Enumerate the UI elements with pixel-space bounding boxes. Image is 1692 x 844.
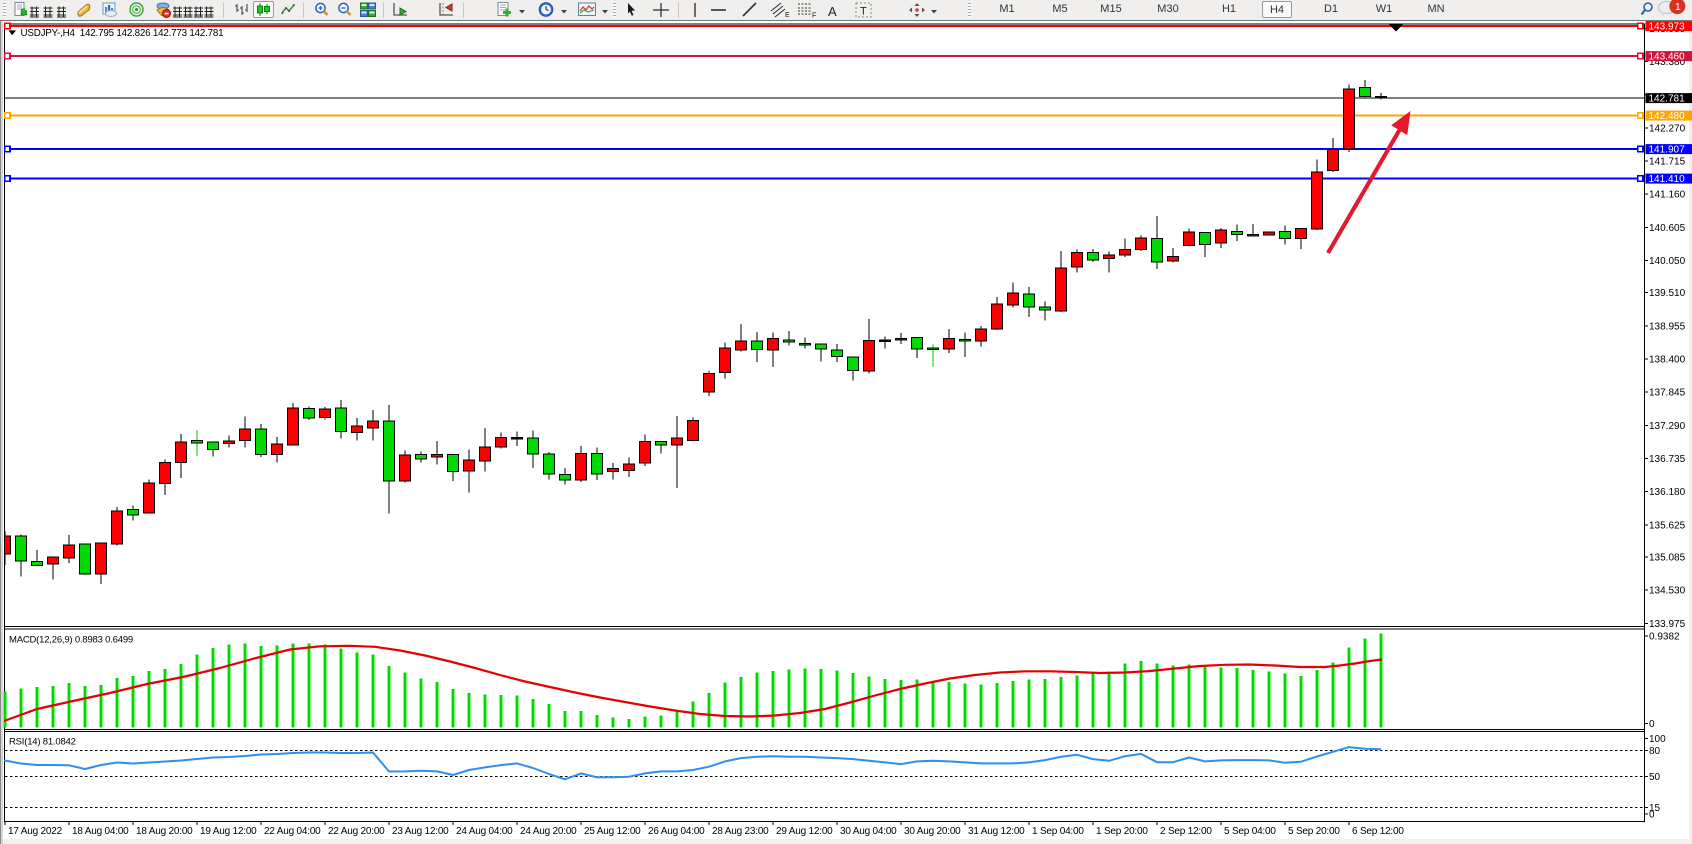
svg-text:25 Aug 12:00: 25 Aug 12:00 bbox=[584, 826, 641, 837]
svg-text:28 Aug 23:00: 28 Aug 23:00 bbox=[712, 826, 769, 837]
svg-text:24 Aug 20:00: 24 Aug 20:00 bbox=[520, 826, 577, 837]
svg-text:143.460: 143.460 bbox=[1649, 52, 1686, 63]
svg-text:17 Aug 2022: 17 Aug 2022 bbox=[8, 826, 63, 837]
svg-text:80: 80 bbox=[1649, 746, 1661, 757]
svg-text:143.380: 143.380 bbox=[1649, 57, 1686, 68]
svg-text:141.160: 141.160 bbox=[1649, 190, 1686, 201]
svg-text:136.735: 136.735 bbox=[1649, 454, 1686, 465]
svg-text:142.480: 142.480 bbox=[1649, 111, 1686, 122]
svg-text:19 Aug 12:00: 19 Aug 12:00 bbox=[200, 826, 257, 837]
svg-text:133.975: 133.975 bbox=[1649, 619, 1686, 630]
svg-text:USDJPY-,H4 142.795 142.826 14: USDJPY-,H4 142.795 142.826 142.773 142.7… bbox=[21, 28, 224, 39]
svg-text:50: 50 bbox=[1649, 772, 1661, 783]
svg-text:15: 15 bbox=[1649, 803, 1661, 814]
svg-text:138.955: 138.955 bbox=[1649, 321, 1686, 332]
svg-text:142.781: 142.781 bbox=[1649, 94, 1686, 105]
svg-text:RSI(14) 81.0842: RSI(14) 81.0842 bbox=[9, 737, 76, 748]
svg-text:134.530: 134.530 bbox=[1649, 586, 1686, 597]
svg-text:0: 0 bbox=[1649, 719, 1655, 730]
svg-text:0: 0 bbox=[1649, 809, 1655, 820]
svg-text:18 Aug 20:00: 18 Aug 20:00 bbox=[136, 826, 193, 837]
svg-text:135.625: 135.625 bbox=[1649, 520, 1686, 531]
svg-text:T: T bbox=[860, 6, 867, 18]
svg-text:23 Aug 12:00: 23 Aug 12:00 bbox=[392, 826, 449, 837]
svg-text:0.9382: 0.9382 bbox=[1649, 631, 1680, 642]
svg-text:22 Aug 04:00: 22 Aug 04:00 bbox=[264, 826, 321, 837]
svg-text:143.973: 143.973 bbox=[1649, 22, 1686, 33]
svg-text:26 Aug 04:00: 26 Aug 04:00 bbox=[648, 826, 705, 837]
svg-text:E: E bbox=[785, 12, 790, 18]
svg-text:1 Sep 04:00: 1 Sep 04:00 bbox=[1032, 826, 1084, 837]
svg-text:138.400: 138.400 bbox=[1649, 355, 1686, 366]
svg-text:30 Aug 20:00: 30 Aug 20:00 bbox=[904, 826, 961, 837]
svg-text:30 Aug 04:00: 30 Aug 04:00 bbox=[840, 826, 897, 837]
svg-text:140.605: 140.605 bbox=[1649, 223, 1686, 234]
svg-text:1: 1 bbox=[1675, 2, 1681, 13]
svg-text:18 Aug 04:00: 18 Aug 04:00 bbox=[72, 826, 129, 837]
svg-text:22 Aug 20:00: 22 Aug 20:00 bbox=[328, 826, 385, 837]
svg-text:141.410: 141.410 bbox=[1649, 174, 1686, 185]
svg-text:141.907: 141.907 bbox=[1649, 145, 1686, 156]
svg-text:137.845: 137.845 bbox=[1649, 388, 1686, 399]
svg-text:135.085: 135.085 bbox=[1649, 553, 1686, 564]
svg-text:29 Aug 12:00: 29 Aug 12:00 bbox=[776, 826, 833, 837]
svg-text:MACD(12,26,9) 0.8983 0.6499: MACD(12,26,9) 0.8983 0.6499 bbox=[9, 635, 133, 646]
svg-text:140.050: 140.050 bbox=[1649, 256, 1686, 267]
svg-text:5 Sep 20:00: 5 Sep 20:00 bbox=[1288, 826, 1340, 837]
svg-text:2 Sep 12:00: 2 Sep 12:00 bbox=[1160, 826, 1212, 837]
svg-text:31 Aug 12:00: 31 Aug 12:00 bbox=[968, 826, 1025, 837]
svg-text:136.180: 136.180 bbox=[1649, 487, 1686, 498]
svg-text:141.715: 141.715 bbox=[1649, 156, 1686, 167]
svg-text:6 Sep 12:00: 6 Sep 12:00 bbox=[1352, 826, 1404, 837]
svg-text:137.290: 137.290 bbox=[1649, 421, 1686, 432]
svg-text:1 Sep 20:00: 1 Sep 20:00 bbox=[1096, 826, 1148, 837]
svg-text:100: 100 bbox=[1649, 734, 1666, 745]
svg-text:139.510: 139.510 bbox=[1649, 288, 1686, 299]
svg-text:5 Sep 04:00: 5 Sep 04:00 bbox=[1224, 826, 1276, 837]
svg-text:F: F bbox=[812, 13, 816, 19]
svg-text:24 Aug 04:00: 24 Aug 04:00 bbox=[456, 826, 513, 837]
svg-text:142.270: 142.270 bbox=[1649, 123, 1686, 134]
